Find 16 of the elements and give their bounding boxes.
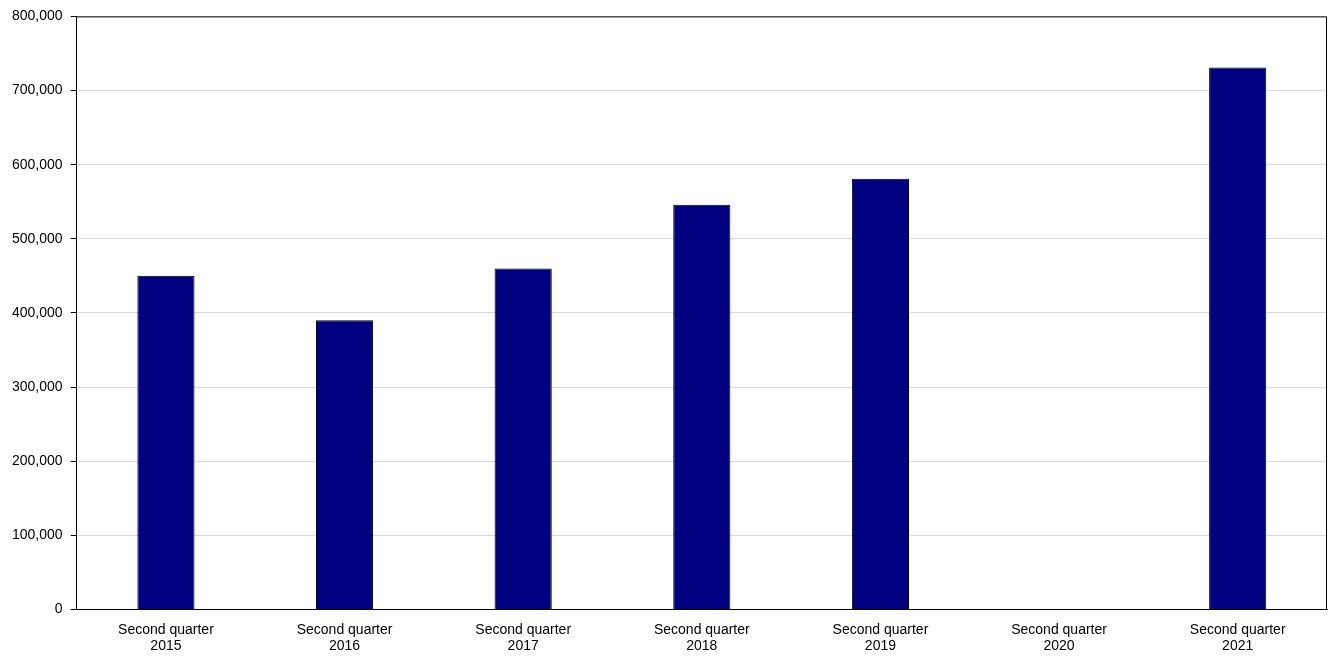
- x-tick-label: Second quarter 2020: [1011, 620, 1108, 654]
- y-tick-label: 500,000: [12, 229, 63, 246]
- x-tick-label: Second quarter 2021: [1189, 620, 1286, 654]
- y-tick-label: 0: [54, 600, 63, 617]
- y-tick-label: 200,000: [12, 452, 63, 469]
- y-tick-label: 700,000: [12, 81, 63, 98]
- x-tick-label: Second quarter 2019: [832, 620, 929, 654]
- y-tick-label: 600,000: [12, 155, 63, 172]
- y-tick-label: 400,000: [12, 303, 63, 320]
- y-tick-label: 100,000: [12, 526, 63, 543]
- y-tick-label: 300,000: [12, 377, 63, 394]
- x-tick-label: Second quarter 2016: [296, 620, 393, 654]
- x-tick-label: Second quarter 2017: [475, 620, 572, 654]
- y-tick-label: 800,000: [12, 7, 63, 24]
- x-tick-label: Second quarter 2018: [653, 620, 750, 654]
- x-tick-label: Second quarter 2015: [118, 620, 215, 654]
